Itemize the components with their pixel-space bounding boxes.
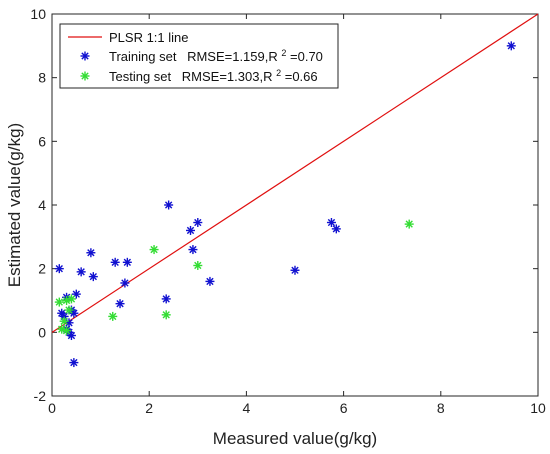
testing-point bbox=[404, 219, 414, 229]
y-tick-label: 2 bbox=[38, 261, 46, 277]
training-point bbox=[86, 248, 96, 258]
legend-testing-label: Testing set RMSE=1.303,R 2 =0.66 bbox=[109, 64, 318, 84]
legend-testing-asterisk bbox=[80, 71, 90, 81]
legend-training-label: Training set RMSE=1.159,R 2 =0.70 bbox=[109, 44, 323, 64]
legend-line-label: PLSR 1:1 line bbox=[109, 30, 189, 45]
x-tick-label: 0 bbox=[48, 400, 56, 416]
testing-point bbox=[54, 297, 64, 307]
y-tick-label: 6 bbox=[38, 133, 46, 149]
x-tick-label: 6 bbox=[340, 400, 348, 416]
training-point bbox=[188, 245, 198, 255]
x-tick-label: 4 bbox=[243, 400, 251, 416]
legend: PLSR 1:1 line Training set RMSE=1.159,R … bbox=[59, 23, 339, 89]
legend-training-value: =0.70 bbox=[290, 49, 323, 64]
training-point bbox=[120, 278, 130, 288]
plsr-line bbox=[51, 13, 539, 333]
legend-training-marker bbox=[80, 51, 90, 61]
testing-point bbox=[149, 245, 159, 255]
y-tick-label: 4 bbox=[38, 197, 46, 213]
training-point bbox=[115, 299, 125, 309]
legend-testing-value: =0.66 bbox=[285, 69, 318, 84]
y-tick-label: 0 bbox=[38, 324, 46, 340]
training-point bbox=[326, 218, 336, 228]
training-point bbox=[193, 218, 203, 228]
training-point bbox=[506, 41, 516, 51]
testing-point bbox=[161, 310, 171, 320]
x-tick-label: 8 bbox=[437, 400, 445, 416]
testing-point bbox=[59, 316, 69, 326]
legend-box bbox=[59, 23, 339, 89]
x-tick-label: 10 bbox=[530, 400, 546, 416]
training-point bbox=[331, 224, 341, 234]
y-tick-label: 8 bbox=[38, 70, 46, 86]
legend-testing-name: Testing set bbox=[109, 69, 172, 84]
legend-training-asterisk bbox=[80, 51, 90, 61]
legend-testing-sup: 2 bbox=[276, 68, 281, 78]
legend-testing-marker bbox=[80, 71, 90, 81]
training-point bbox=[54, 264, 64, 274]
one-to-one-line bbox=[51, 13, 539, 333]
legend-training-sup: 2 bbox=[281, 48, 286, 58]
training-point bbox=[164, 200, 174, 210]
y-tick-label: 10 bbox=[30, 6, 46, 22]
training-point bbox=[161, 294, 171, 304]
legend-testing-stats: RMSE=1.303,R bbox=[182, 69, 273, 84]
testing-point bbox=[108, 311, 118, 321]
training-point bbox=[205, 276, 215, 286]
testing-point bbox=[66, 294, 76, 304]
x-tick-label: 2 bbox=[145, 400, 153, 416]
testing-point bbox=[62, 326, 72, 336]
testing-point bbox=[64, 305, 74, 315]
y-axis-title: Estimated value(g/kg) bbox=[5, 123, 24, 287]
legend-training-stats: RMSE=1.159,R bbox=[187, 49, 278, 64]
x-axis-title: Measured value(g/kg) bbox=[213, 429, 377, 448]
data-points bbox=[54, 41, 516, 368]
training-point bbox=[186, 225, 196, 235]
training-point bbox=[69, 308, 79, 318]
training-point bbox=[122, 257, 132, 267]
testing-point bbox=[193, 260, 203, 270]
legend-training-name: Training set bbox=[109, 49, 177, 64]
training-point bbox=[69, 358, 79, 368]
training-point bbox=[88, 272, 98, 282]
training-point bbox=[110, 257, 120, 267]
training-point bbox=[76, 267, 86, 277]
training-point bbox=[290, 265, 300, 275]
y-tick-label: -2 bbox=[34, 388, 47, 404]
